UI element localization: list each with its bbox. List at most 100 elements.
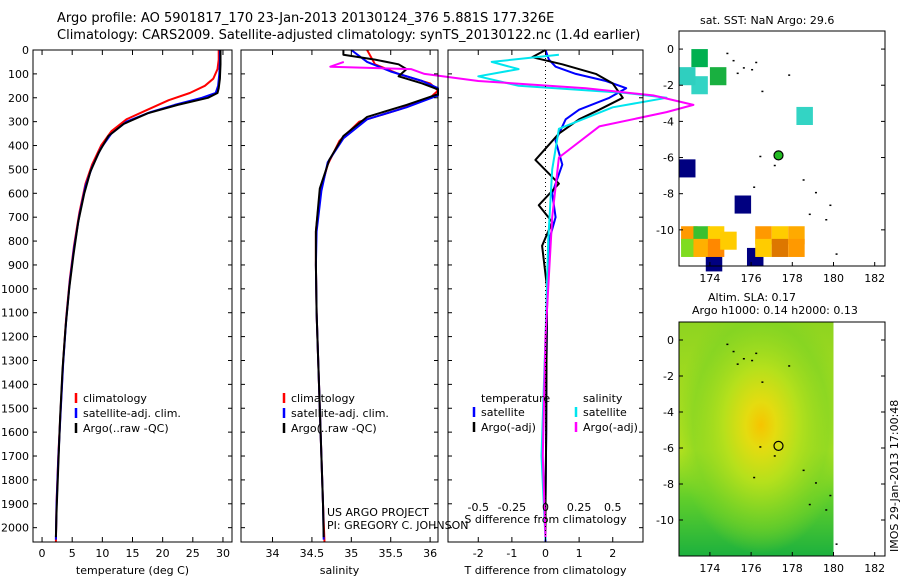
- difference-s-tick-label: -0.25: [498, 501, 526, 514]
- sst_map-ytick-label: -2: [663, 79, 674, 92]
- difference-legend-temperature-title: temperature: [481, 392, 550, 405]
- island-dot: [814, 482, 817, 484]
- island-dot: [788, 365, 791, 367]
- argo-position-marker: [773, 440, 784, 451]
- sla_map-xtick-label: 176: [741, 562, 762, 575]
- sst-cell: [693, 238, 710, 257]
- temperature-xtick-label: 5: [69, 547, 76, 560]
- temperature-xtick-label: 15: [126, 547, 140, 560]
- sst_map-xtick-label: 178: [782, 272, 803, 285]
- island-dot: [736, 363, 739, 365]
- island-dot: [726, 52, 729, 55]
- island-dot: [751, 359, 754, 362]
- imos-timestamp: IMOS 29-Jan-2013 17:00:48: [888, 399, 900, 552]
- sla_map-xtick-label: 178: [782, 562, 803, 575]
- difference-xtick-label: -2: [473, 547, 484, 560]
- difference-legend-salinity-label: Argo(-adj): [583, 421, 638, 434]
- sst_map-frame: [678, 30, 886, 267]
- credit-project: US ARGO PROJECT: [327, 506, 429, 519]
- temperature-xlabel: temperature (deg C): [76, 564, 189, 577]
- island-dot: [736, 72, 739, 75]
- island-dot: [802, 179, 805, 181]
- sst_map-ytick-label: -4: [663, 115, 674, 128]
- difference-s-tick-label: 0: [542, 501, 549, 514]
- argo-position-marker: [773, 150, 784, 161]
- temperature-xtick-label: 20: [156, 547, 170, 560]
- island-dot: [808, 213, 811, 216]
- depth-tick-label: 400: [8, 140, 29, 153]
- sst_map-xtick-label: 182: [864, 272, 885, 285]
- sst-cell: [679, 67, 696, 86]
- difference-xtick-label: 1: [576, 547, 583, 560]
- depth-tick-label: 100: [8, 68, 29, 81]
- difference-series-t-argo-adj-: [531, 49, 624, 538]
- difference-series-s-argo-adj-: [329, 60, 695, 538]
- depth-tick-label: 1000: [1, 283, 29, 296]
- difference-s-tick-label: 0.25: [567, 501, 592, 514]
- temperature-legend-label: satellite-adj. clim.: [83, 407, 181, 420]
- sst-cell: [705, 253, 723, 272]
- depth-tick-label: 500: [8, 163, 29, 176]
- island-dot: [759, 446, 762, 448]
- sla_map-ytick-label: -10: [656, 514, 674, 527]
- salinity-xtick-label: 35.5: [378, 547, 403, 560]
- sla_map-xtick-label: 180: [823, 562, 844, 575]
- island-dot: [808, 503, 811, 506]
- island-dot: [761, 381, 764, 383]
- island-dot: [814, 191, 817, 194]
- sla_map-ytick-label: -2: [663, 370, 674, 383]
- sst_map-ytick-label: 0: [667, 43, 674, 56]
- depth-tick-label: 1500: [1, 402, 29, 415]
- depth-tick-label: 200: [8, 92, 29, 105]
- sla_map-ytick-label: 0: [667, 334, 674, 347]
- sst-cell: [771, 238, 789, 257]
- difference-xtick-label: 0: [542, 547, 549, 560]
- difference-legend-salinity-title: salinity: [583, 392, 623, 405]
- sst_map-ytick-label: -10: [656, 224, 674, 237]
- island-dot: [726, 343, 729, 346]
- salinity-xtick-label: 36: [423, 547, 437, 560]
- island-dot: [755, 352, 758, 355]
- sst-cell: [755, 238, 772, 257]
- salinity-legend-label: Argo(..raw -QC): [291, 422, 377, 435]
- difference-legend-temperature-label: satellite: [481, 406, 525, 419]
- island-dot: [835, 543, 838, 545]
- depth-tick-label: 1300: [1, 354, 29, 367]
- difference-s-xlabel: S difference from climatology: [464, 513, 627, 526]
- credit-pi: PI: GREGORY C. JOHNSON: [327, 519, 469, 532]
- temperature-series-argo: [54, 50, 222, 538]
- salinity-xtick-label: 35: [344, 547, 358, 560]
- island-dot: [755, 61, 758, 64]
- sla-anomaly: [679, 322, 834, 556]
- island-dot: [825, 509, 828, 511]
- island-dot: [761, 90, 764, 93]
- sla_map-frame: [678, 321, 886, 557]
- salinity-xlabel: salinity: [320, 564, 360, 577]
- depth-tick-label: 600: [8, 187, 29, 200]
- salinity-series-argo: [314, 50, 439, 538]
- sst-cell: [679, 159, 696, 178]
- island-dot: [742, 67, 745, 69]
- island-dot: [788, 74, 791, 76]
- salinity-legend-label: climatology: [291, 392, 355, 405]
- temperature-legend-label: Argo(..raw -QC): [83, 422, 169, 435]
- depth-tick-label: 1800: [1, 474, 29, 487]
- depth-tick-label: 1200: [1, 331, 29, 344]
- difference-legend-temperature-label: Argo(-adj): [481, 421, 536, 434]
- island-dot: [753, 186, 756, 188]
- sst-cell: [734, 195, 752, 214]
- title-line-1: Argo profile: AO 5901817_170 23-Jan-2013…: [57, 11, 555, 26]
- difference-s-tick-label: -0.5: [468, 501, 489, 514]
- island-dot: [829, 494, 832, 497]
- salinity-plot-area: [241, 50, 438, 542]
- depth-tick-label: 700: [8, 211, 29, 224]
- sst_map-xtick-label: 176: [741, 272, 762, 285]
- depth-tick-label: 300: [8, 116, 29, 129]
- island-dot: [753, 476, 756, 479]
- salinity-frame: [240, 49, 439, 543]
- sst-cell: [788, 238, 805, 257]
- depth-tick-label: 1900: [1, 498, 29, 511]
- temperature-xtick-label: 10: [95, 547, 109, 560]
- sla_map-xtick-label: 182: [864, 562, 885, 575]
